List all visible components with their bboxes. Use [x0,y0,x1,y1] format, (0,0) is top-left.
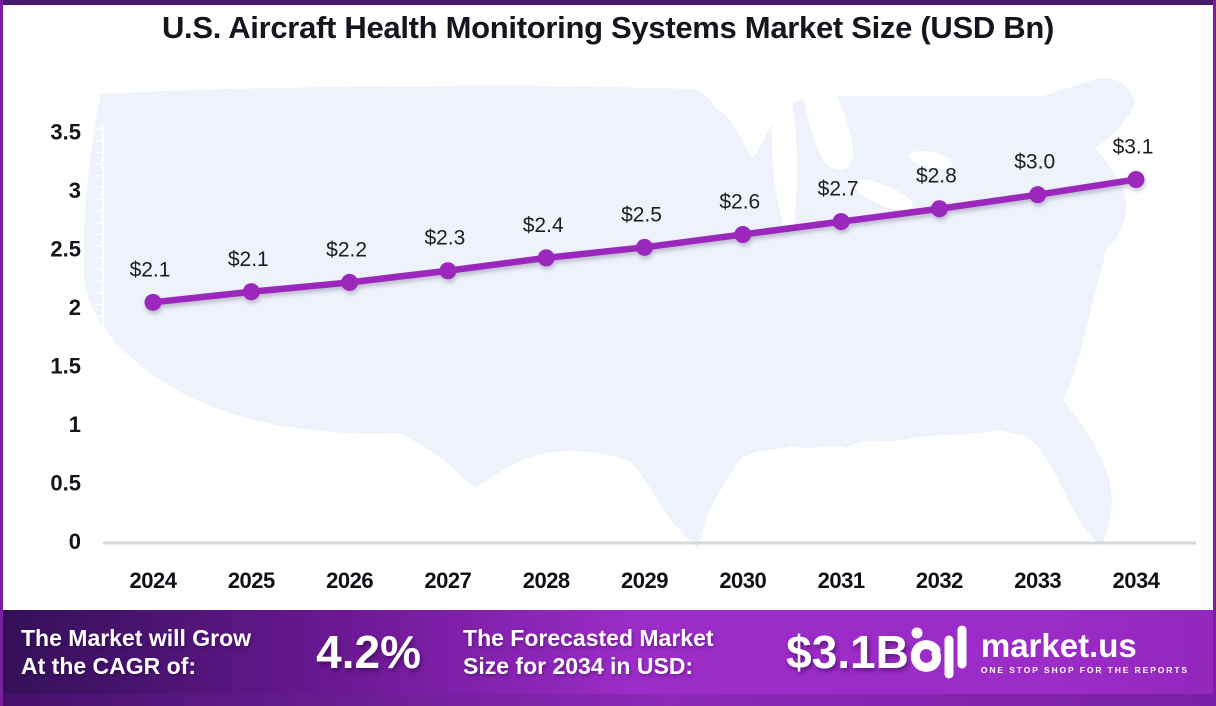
year-label: 2032 [916,568,963,593]
x-axis-year-labels: 2024 2025 2026 2027 2028 2029 2030 2031 2032 2033… [130,568,1162,593]
forecast-label-line1: The Forecasted Market [463,624,714,651]
forecast-label: The Forecasted Market Size for 2034 in U… [463,624,764,680]
y-tick-label: 0 [69,529,81,554]
data-point-label: $2.2 [326,238,367,261]
data-point-label: $3.0 [1014,151,1055,174]
data-point [1127,170,1145,188]
y-tick-label: 3.5 [50,120,81,145]
data-point-label: $2.8 [916,165,957,188]
cagr-label-line2: At the CAGR of: [21,653,197,679]
data-point [832,213,850,231]
data-point [144,293,162,311]
year-label: 2027 [424,568,471,593]
year-label: 2030 [719,568,766,593]
forecast-value: $3.1B [786,626,909,678]
forecast-label-line2: Size for 2034 in USD: [463,653,694,679]
year-label: 2029 [621,568,668,593]
data-point-label: $2.3 [424,227,465,250]
year-label: 2033 [1014,568,1061,593]
data-point [930,200,948,218]
logo-text-block: market.us ONE STOP SHOP FOR THE REPORTS [981,629,1189,675]
market-us-logo-icon [910,625,967,679]
data-point-label: $2.1 [228,248,269,271]
data-point-label: $2.1 [130,258,171,281]
us-map-outline [83,77,1136,549]
data-point [537,249,555,267]
y-tick-label: 1.5 [50,354,81,379]
data-point-label: $2.7 [818,178,859,201]
data-point [439,262,457,280]
data-point [341,273,359,291]
market-size-line-chart: 00.511.522.533.5 $2.1 $2.1 $2.2$2.3$2.4 $2.… [50,77,1196,593]
lake-huron-shape [803,95,854,170]
cagr-label-line1: The Market will Grow [21,624,252,651]
data-point-label: $2.5 [621,203,662,226]
year-label: 2024 [130,568,178,593]
data-point-label: $2.4 [523,214,564,237]
year-label: 2026 [326,568,373,593]
y-tick-label: 1 [69,412,81,437]
y-axis-tick-labels: 0 0.5 1 1.5 2 2.5 3 3.5 [50,120,81,555]
y-tick-label: 0.5 [50,471,81,496]
footer-banner: The Market will Grow At the CAGR of: 4.2… [3,610,1213,694]
data-point [242,283,260,301]
year-label: 2028 [523,568,570,593]
y-tick-label: 2 [69,295,81,320]
lake-ontario-shape [909,150,953,170]
market-size-series [144,170,1145,311]
data-point [1029,186,1047,204]
footer-bottom-strip [3,694,1213,706]
us-map-silhouette [83,77,1136,549]
logo-name: market.us [980,627,1137,664]
data-point [734,225,752,243]
data-point [636,238,653,256]
y-axis-minor-ticks [95,128,103,540]
cagr-value: 4.2% [316,626,422,678]
logo-tagline: ONE STOP SHOP FOR THE REPORTS [980,665,1189,675]
data-point-labels: $2.1 $2.1 $2.2 $2.3 $2.4 $2.5 $2.6 $2.7 $2.8 $3.0… [130,135,1154,281]
chart-title: U.S. Aircraft Health Monitoring Systems … [161,10,1055,45]
top-accent-bar [3,0,1213,5]
lake-michigan-shape [771,95,798,231]
cagr-label: The Market will Grow At the CAGR of: [21,624,298,680]
data-point-label: $2.6 [719,190,760,213]
data-point-label: $3.1 [1113,135,1154,158]
market-us-logo: market.us ONE STOP SHOP FOR THE REPORTS [909,624,1195,680]
year-label: 2025 [228,568,275,593]
y-tick-label: 2.5 [50,237,81,262]
year-label: 2034 [1113,568,1161,593]
lake-erie-shape [853,179,913,211]
y-tick-label: 3 [69,178,81,203]
year-label: 2031 [818,568,865,593]
